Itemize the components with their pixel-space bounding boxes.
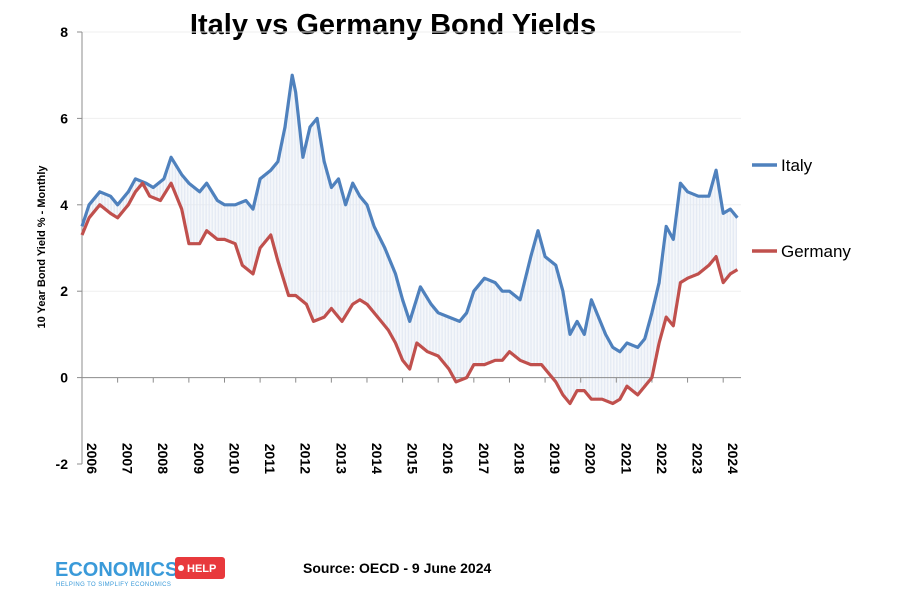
x-tick-label: 2021 [618, 443, 634, 474]
x-tick-label: 2015 [405, 443, 421, 474]
x-tick-label: 2009 [191, 443, 207, 474]
x-tick-label: 2007 [120, 443, 136, 474]
x-tick-label: 2014 [369, 443, 385, 474]
logo-badge-dot [178, 565, 184, 571]
x-tick-label: 2020 [583, 443, 599, 474]
series-line-germany [80, 181, 739, 406]
x-axis-ticks: 2006 2007 2008 2009 2010 2011 2012 2013 2014 2015… [81, 377, 741, 475]
x-tick-label: 2019 [547, 443, 563, 474]
y-tick-label: 2 [60, 283, 68, 299]
x-tick-label: 2011 [262, 444, 278, 475]
logo-text: ECONOMICS [55, 559, 178, 581]
series-line-italy [80, 73, 739, 354]
source-note: Source: OECD - 9 June 2024 [303, 560, 492, 576]
x-tick-label: 2022 [654, 443, 670, 474]
grid-lines [82, 31, 741, 292]
y-axis-ticks: 8 6 4 2 0 -2 [56, 24, 82, 472]
logo-badge [175, 557, 225, 579]
logo-badge-text: HELP [187, 563, 216, 575]
logo-tagline: HELPING TO SIMPLIFY ECONOMICS [56, 582, 171, 588]
legend-label-germany: Germany [781, 242, 851, 261]
x-tick-label: 2017 [476, 443, 492, 474]
x-tick-label: 2012 [298, 443, 314, 474]
y-tick-label: 8 [60, 24, 68, 40]
y-tick-label: 4 [60, 197, 68, 213]
y-axis-label: 10 Year Bond Yield % - Monthly [36, 165, 48, 329]
legend-label-italy: Italy [781, 156, 813, 175]
y-tick-label: 6 [60, 110, 68, 126]
chart-title: Italy vs Germany Bond Yields [190, 9, 596, 41]
x-tick-label: 2016 [440, 443, 456, 474]
y-tick-label: 0 [60, 370, 68, 386]
x-tick-label: 2023 [690, 443, 706, 474]
x-tick-label: 2010 [226, 443, 242, 474]
legend: Italy Germany [752, 156, 851, 261]
x-tick-label: 2008 [155, 443, 171, 474]
x-tick-label: 2024 [725, 443, 741, 474]
series-lines [80, 73, 739, 406]
economics-help-logo: ECONOMICS HELP HELPING TO SIMPLIFY ECONO… [55, 557, 225, 588]
yield-spread-hatching [81, 78, 737, 404]
x-tick-label: 2006 [84, 443, 100, 474]
x-tick-label: 2013 [333, 443, 349, 474]
y-tick-label: -2 [56, 456, 69, 472]
x-tick-label: 2018 [511, 443, 527, 474]
